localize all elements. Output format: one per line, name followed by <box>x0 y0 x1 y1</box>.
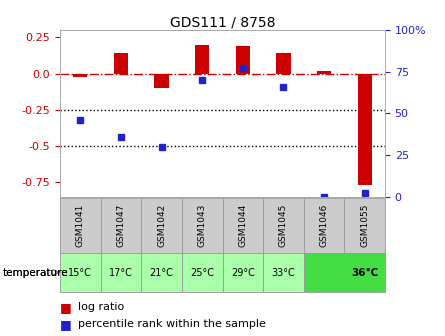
Text: 29°C: 29°C <box>231 267 255 278</box>
Text: GSM1041: GSM1041 <box>76 204 85 247</box>
Bar <box>276 53 291 74</box>
Bar <box>317 71 331 74</box>
Bar <box>195 45 209 74</box>
Bar <box>154 74 169 88</box>
Text: 21°C: 21°C <box>150 267 174 278</box>
Bar <box>263 198 304 253</box>
Text: temperature: temperature <box>2 267 68 278</box>
Bar <box>142 198 182 253</box>
Text: percentile rank within the sample: percentile rank within the sample <box>78 319 266 329</box>
Title: GDS111 / 8758: GDS111 / 8758 <box>170 15 275 29</box>
Text: GSM1055: GSM1055 <box>360 204 369 247</box>
Text: GSM1043: GSM1043 <box>198 204 206 247</box>
Bar <box>222 253 263 292</box>
Text: GSM1044: GSM1044 <box>239 204 247 247</box>
Text: GSM1047: GSM1047 <box>117 204 125 247</box>
Text: ■: ■ <box>60 318 76 331</box>
Bar <box>236 46 250 74</box>
Text: GSM1042: GSM1042 <box>157 204 166 247</box>
Bar <box>114 53 128 74</box>
Text: log ratio: log ratio <box>78 302 124 312</box>
Bar <box>142 253 182 292</box>
Bar <box>304 253 385 292</box>
Text: GSM1046: GSM1046 <box>320 204 328 247</box>
Bar <box>263 253 304 292</box>
Bar <box>304 198 344 253</box>
Bar <box>101 253 142 292</box>
Text: 17°C: 17°C <box>109 267 133 278</box>
Text: 36°C: 36°C <box>351 267 378 278</box>
Bar <box>182 253 222 292</box>
Bar <box>60 198 101 253</box>
Bar <box>344 198 385 253</box>
Text: 25°C: 25°C <box>190 267 214 278</box>
Bar <box>73 74 88 77</box>
Bar <box>60 253 101 292</box>
Bar <box>182 198 222 253</box>
Text: temperature: temperature <box>2 267 68 278</box>
Bar <box>101 198 142 253</box>
Text: GSM1045: GSM1045 <box>279 204 288 247</box>
Bar <box>222 198 263 253</box>
Text: ■: ■ <box>60 301 76 314</box>
Bar <box>357 74 372 185</box>
Text: 33°C: 33°C <box>271 267 295 278</box>
Text: 15°C: 15°C <box>69 267 92 278</box>
